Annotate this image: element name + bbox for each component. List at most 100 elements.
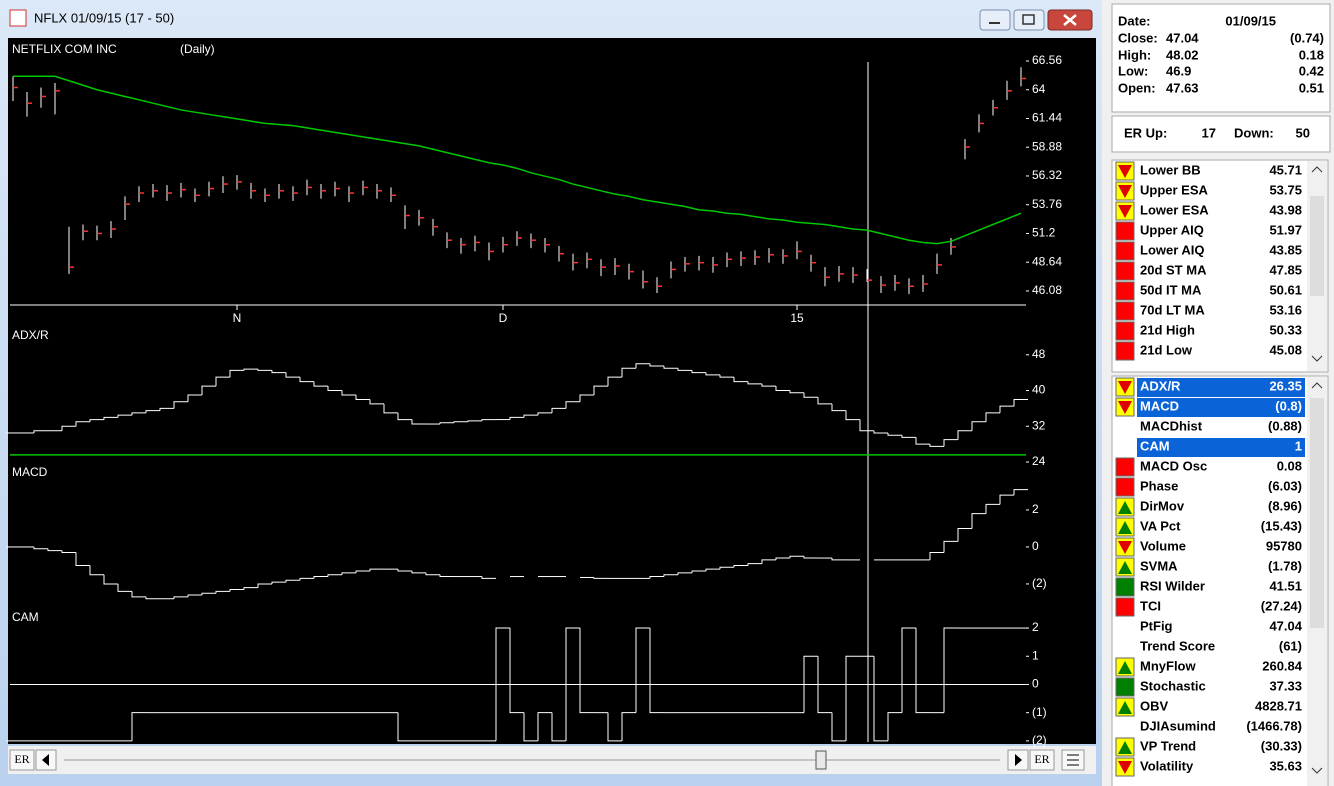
indicator-step	[397, 569, 412, 572]
indicator-name[interactable]: 50d IT MA	[1140, 282, 1202, 297]
indicator-step	[439, 574, 454, 578]
indicator-step	[285, 579, 300, 583]
indicator-step	[285, 372, 300, 378]
indicator-name[interactable]: Trend Score	[1140, 638, 1215, 653]
indicator-step	[145, 596, 160, 600]
indicator-step	[103, 416, 118, 420]
y-tick-label: 53.76	[1032, 197, 1062, 211]
er-button-left[interactable]	[9, 749, 35, 771]
indicator-step	[467, 420, 482, 422]
signal-icon	[1115, 457, 1135, 477]
indicator-name[interactable]: OBV	[1140, 698, 1169, 713]
signal-icon	[1115, 281, 1135, 301]
list1-thumb[interactable]	[1310, 196, 1324, 296]
panel-subtitle: (Daily)	[180, 42, 215, 56]
indicator-name[interactable]: Volume	[1140, 538, 1186, 553]
x-tick-label: D	[499, 311, 508, 325]
indicator-step	[663, 365, 678, 369]
info-change: (0.74)	[1290, 30, 1324, 45]
indicator-value: 50.33	[1269, 322, 1302, 337]
er-button-right[interactable]	[1029, 749, 1055, 771]
y-tick-label: 66.56	[1032, 53, 1062, 67]
indicator-step	[971, 513, 986, 529]
indicator-step	[663, 574, 678, 577]
indicator-name[interactable]: VP Trend	[1140, 738, 1196, 753]
indicator-name[interactable]: Lower AIQ	[1140, 242, 1205, 257]
indicator-name[interactable]: Lower BB	[1140, 162, 1201, 177]
indicator-value: 53.16	[1269, 302, 1302, 317]
indicator-name[interactable]: RSI Wilder	[1140, 578, 1205, 593]
indicator-value: 43.98	[1269, 202, 1302, 217]
indicator-step	[957, 430, 972, 440]
scroll-thumb[interactable]	[815, 750, 827, 770]
signal-icon	[1115, 577, 1135, 597]
maximize-button[interactable]	[1013, 9, 1045, 31]
indicator-name[interactable]: 70d LT MA	[1140, 302, 1205, 317]
indicator-step	[565, 401, 580, 409]
indicator-step	[719, 374, 734, 378]
indicator-step	[229, 588, 244, 592]
indicator-step	[173, 596, 188, 599]
indicator-name[interactable]: ADX/R	[1140, 378, 1181, 393]
info-value: 47.63	[1166, 80, 1199, 95]
indicator-name[interactable]: MACD Osc	[1140, 458, 1207, 473]
indicator-step	[187, 394, 202, 402]
indicator-value: (1466.78)	[1246, 718, 1302, 733]
indicator-step	[215, 376, 230, 387]
indicator-value: (0.8)	[1275, 398, 1302, 413]
indicator-name[interactable]: Phase	[1140, 478, 1178, 493]
indicator-step	[61, 550, 76, 553]
indicator-step	[649, 576, 664, 579]
indicator-step	[635, 627, 650, 713]
selected-row	[1137, 398, 1305, 417]
indicator-step	[817, 397, 832, 405]
y-tick-label: 0	[1032, 539, 1039, 553]
indicator-step	[481, 419, 496, 421]
indicator-step	[915, 437, 930, 445]
indicator-name[interactable]: SVMA	[1140, 558, 1178, 573]
indicator-name[interactable]: CAM	[1140, 438, 1170, 453]
info-value: 47.04	[1166, 30, 1199, 45]
indicator-step	[271, 370, 286, 374]
minimize-button[interactable]	[979, 9, 1011, 31]
indicator-step	[593, 577, 608, 579]
indicator-step	[1013, 489, 1028, 496]
indicator-step	[257, 369, 272, 371]
indicator-name[interactable]: MnyFlow	[1140, 658, 1196, 673]
indicator-step	[985, 503, 1000, 514]
indicator-name[interactable]: DJIAsumind	[1140, 718, 1216, 733]
indicator-name[interactable]: Volatility	[1140, 758, 1194, 773]
indicator-name[interactable]: Stochastic	[1140, 678, 1206, 693]
indicator-name[interactable]: VA Pct	[1140, 518, 1181, 533]
y-tick-label: 24	[1032, 454, 1046, 468]
indicator-step	[327, 574, 342, 577]
indicator-step	[131, 412, 146, 416]
indicator-name[interactable]: Lower ESA	[1140, 202, 1209, 217]
indicator-step	[271, 581, 286, 584]
indicator-name[interactable]: 21d High	[1140, 322, 1195, 337]
indicator-name[interactable]: DirMov	[1140, 498, 1185, 513]
indicator-step	[131, 591, 146, 598]
indicator-name[interactable]: Upper ESA	[1140, 182, 1209, 197]
indicator-value: 95780	[1266, 538, 1302, 553]
list2-thumb[interactable]	[1310, 398, 1324, 628]
indicator-name[interactable]: Upper AIQ	[1140, 222, 1204, 237]
indicator-name[interactable]: MACD	[1140, 398, 1179, 413]
signal-icon	[1115, 241, 1135, 261]
indicator-step	[649, 363, 664, 367]
indicator-step	[187, 594, 202, 597]
indicator-step	[369, 568, 384, 571]
indicator-name[interactable]: MACDhist	[1140, 418, 1203, 433]
selected-row	[1137, 438, 1305, 457]
indicator-step	[523, 712, 538, 742]
info-value: 48.02	[1166, 47, 1199, 62]
indicator-name[interactable]: PtFig	[1140, 618, 1173, 633]
indicator-name[interactable]: 20d ST MA	[1140, 262, 1207, 277]
indicator-name[interactable]: TCI	[1140, 598, 1161, 613]
indicator-step	[593, 385, 608, 395]
indicator-name[interactable]: 21d Low	[1140, 342, 1193, 357]
list1-rows: Lower BB 45.71 Upper ESA 53.75 Lower ESA 43.9…	[1115, 161, 1302, 361]
indicator-step	[145, 410, 160, 413]
